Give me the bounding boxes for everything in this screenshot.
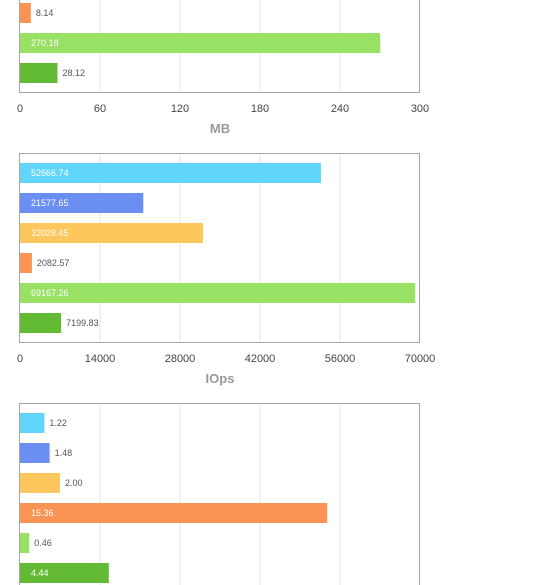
x-tick-label: 60 [94,103,106,115]
bar-value-label: 1.48 [55,448,73,458]
bar [20,163,321,183]
bar [20,503,328,523]
bar [20,563,109,583]
bar [20,33,381,53]
bar [20,253,32,273]
bar [20,3,31,23]
x-axis-title: MB [210,121,230,136]
bar-value-label: 4.44 [31,568,49,578]
bar-value-label: 7199.83 [66,318,99,328]
x-tick-label: 70000 [405,353,436,365]
bar [20,413,45,433]
bar-value-label: 52666.74 [31,168,69,178]
bar [20,63,58,83]
x-axis-title: IOps [206,371,235,386]
x-tick-label: 14000 [85,353,116,365]
x-tick-label: 120 [171,103,189,115]
bar-value-label: 69167.26 [31,288,69,298]
bar [20,473,60,493]
bar-value-label: 8.14 [36,8,54,18]
bar [20,533,30,553]
bar-value-label: 2.00 [65,478,83,488]
plot-frame [19,0,420,93]
bar [20,443,50,463]
plot-frame [19,153,420,343]
x-tick-label: 0 [17,103,23,115]
x-tick-label: 0 [17,353,23,365]
bar-value-label: 270.18 [31,38,59,48]
bar-value-label: 32028.45 [31,228,69,238]
x-tick-label: 180 [251,103,269,115]
bar [20,283,416,303]
bar-value-label: 28.12 [62,68,85,78]
x-tick-label: 28000 [165,353,196,365]
x-tick-label: 56000 [325,353,356,365]
bar [20,223,204,243]
bar-value-label: 1.22 [49,418,67,428]
chart-mb: 8.14 270.18 28.12 0 60 120 180 240 300 MB [17,0,429,136]
x-tick-label: 240 [331,103,349,115]
bar-value-label: 2082.57 [37,258,70,268]
chart-iops: 52666.74 21577.65 32028.45 2082.57 69167.26 7… [17,153,435,386]
bar-value-label: 21577.65 [31,198,69,208]
bar [20,193,144,213]
bar [20,313,62,333]
bar-value-label: 0.46 [34,538,52,548]
x-tick-label: 42000 [245,353,276,365]
x-tick-label: 300 [411,103,429,115]
bar-value-label: 15.36 [31,508,54,518]
plot-frame [19,403,420,585]
chart-latency: 1.22 1.48 2.00 15.36 0.46 4.44 [19,403,420,585]
